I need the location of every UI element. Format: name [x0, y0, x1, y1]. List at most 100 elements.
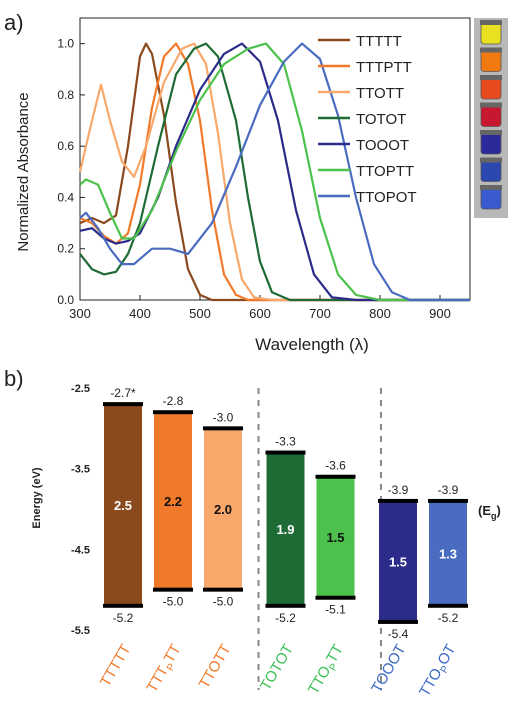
vials-photo: [474, 18, 508, 218]
category-label-main: TTTTT: [97, 642, 135, 690]
a-ytick-label: 0.0: [57, 293, 74, 307]
legend-label-tttptt: TTTPTT: [356, 59, 412, 76]
homo-line-ttopot: [428, 603, 468, 608]
homo-label-ttoptt: -5.1: [325, 603, 346, 617]
category-label-totot: TOTOT: [257, 642, 297, 694]
gap-value-tttptt: 2.2: [164, 494, 182, 509]
category-label-sub: P: [439, 664, 452, 676]
lumo-line-tooot: [378, 498, 418, 503]
vial-cap: [480, 75, 502, 80]
vial: [480, 21, 502, 45]
homo-line-ttttt: [103, 603, 143, 608]
category-label-sub: P: [165, 662, 178, 674]
category-label-ttoptt: TTOPTT: [305, 642, 350, 699]
b-ylabel: Energy (eV): [31, 467, 43, 528]
category-label-main: TOTOT: [257, 642, 297, 694]
energy-chart: -2.5 -3.5 -4.5 -5.5 -2.7* -5.2 2.5 TTTTT -2.8 -5.…: [71, 383, 468, 702]
legend-label-ttoptt: TTOPTT: [356, 163, 414, 180]
homo-label-tttptt: -5.0: [163, 595, 184, 609]
gap-bar-ttopot: [429, 500, 467, 606]
vial-cap: [480, 185, 502, 190]
absorbance-chart: 300 400 500 600 700 800 900 0.0 0.2 0.4 0.6 0.8 1.0 T…: [57, 17, 471, 321]
vial-cap: [480, 20, 502, 25]
vial: [480, 159, 502, 182]
vial: [480, 49, 502, 72]
gap-bar-ttoptt: [316, 476, 355, 598]
lumo-line-ttott: [203, 426, 243, 431]
gap-bar-ttttt: [104, 404, 142, 606]
category-label-ttttt: TTTTT: [97, 642, 135, 690]
gap-value-totot: 1.9: [276, 522, 294, 537]
a-ylabel: Normalized Absorbance: [15, 92, 32, 251]
gap-legend: (Eg): [478, 503, 501, 521]
gap-value-tooot: 1.5: [389, 554, 407, 569]
lumo-label-ttoptt: -3.6: [325, 459, 346, 473]
vial-cap: [480, 130, 502, 135]
vial: [480, 76, 502, 100]
homo-line-totot: [265, 603, 306, 608]
gap-value-ttott: 2.0: [214, 502, 232, 517]
lumo-label-tooot: -3.9: [388, 483, 409, 497]
category-label-tooot: TOOOT: [368, 642, 409, 696]
legend-label-ttott: TTOTT: [356, 85, 404, 102]
category-label-tttptt: TTTPTT: [143, 642, 187, 697]
a-xtick-label: 600: [249, 306, 271, 321]
vial: [480, 104, 502, 127]
legend-label-tooot: TOOOT: [356, 137, 409, 154]
homo-label-tooot: -5.4: [388, 627, 409, 641]
series-line-ttott: [78, 42, 470, 302]
a-xtick-label: 700: [309, 306, 331, 321]
homo-line-ttott: [203, 587, 243, 592]
panel-b-label: b): [4, 366, 24, 391]
homo-line-ttoptt: [315, 595, 356, 600]
legend-label-ttttt: TTTTT: [356, 33, 402, 50]
a-ytick-label: 1.0: [57, 37, 74, 51]
category-label-main: TTOTT: [196, 642, 235, 692]
a-xtick-label: 900: [429, 306, 451, 321]
b-ytick-label: -5.5: [71, 625, 90, 637]
category-label-end: TT: [161, 642, 185, 666]
gap-value-ttttt: 2.5: [114, 498, 132, 513]
lumo-label-ttott: -3.0: [213, 410, 234, 424]
a-ytick-label: 0.4: [57, 190, 74, 204]
b-ytick-label: -4.5: [71, 544, 90, 556]
a-xtick-label: 400: [129, 306, 151, 321]
category-label-ttopot: TTOPOT: [416, 642, 462, 702]
gap-value-ttopot: 1.3: [439, 546, 457, 561]
vial: [480, 131, 502, 155]
legend-label-ttopot: TTOPOT: [356, 189, 417, 206]
lumo-line-totot: [265, 450, 306, 455]
gap-value-ttoptt: 1.5: [326, 530, 344, 545]
category-label-main: TOOOT: [368, 642, 409, 696]
a-ytick-label: 0.6: [57, 139, 74, 153]
gap-bar-ttott: [204, 428, 242, 590]
a-ytick-label: 0.8: [57, 88, 74, 102]
a-xlabel: Wavelength (λ): [255, 335, 369, 354]
category-label-ttott: TTOTT: [196, 642, 235, 692]
gap-bar-tttptt: [154, 412, 192, 590]
series-line-tttptt: [79, 42, 470, 302]
vial-cap: [480, 47, 502, 53]
a-xtick-label: 500: [189, 306, 211, 321]
homo-label-ttttt: -5.2: [113, 611, 134, 625]
b-ytick-label: -2.5: [71, 383, 90, 395]
homo-line-tttptt: [153, 587, 193, 592]
homo-label-totot: -5.2: [275, 611, 296, 625]
lumo-label-tttptt: -2.8: [163, 394, 184, 408]
lumo-label-ttttt: -2.7*: [110, 386, 136, 400]
gap-bar-tooot: [379, 500, 417, 622]
homo-label-ttopot: -5.2: [438, 611, 459, 625]
category-label-end: TT: [323, 642, 347, 666]
series-line-ttoptt: [79, 42, 470, 302]
panel-a-label: a): [4, 10, 24, 35]
gap-bar-totot: [266, 452, 305, 606]
lumo-label-totot: -3.3: [275, 435, 296, 449]
homo-label-ttott: -5.0: [213, 595, 234, 609]
homo-line-tooot: [378, 619, 418, 624]
category-label-sub: P: [328, 662, 341, 674]
lumo-line-ttoptt: [315, 474, 356, 479]
lumo-line-tttptt: [153, 410, 193, 415]
a-xtick-label: 300: [69, 306, 91, 321]
lumo-line-ttttt: [103, 402, 143, 407]
